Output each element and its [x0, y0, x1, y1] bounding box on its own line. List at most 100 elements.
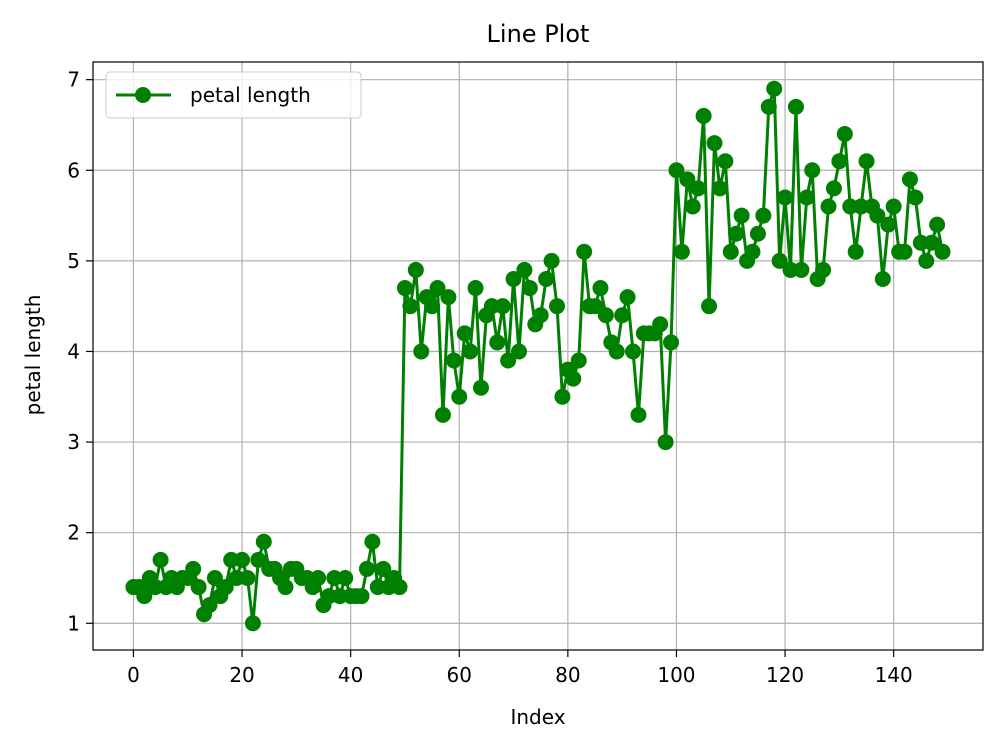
- data-point: [787, 98, 804, 115]
- data-point: [244, 615, 261, 632]
- data-point: [815, 261, 832, 278]
- data-point: [847, 243, 864, 260]
- grid-lines: [93, 62, 983, 650]
- data-point: [673, 243, 690, 260]
- data-point: [277, 579, 294, 596]
- data-point: [706, 135, 723, 152]
- data-point: [462, 343, 479, 360]
- data-point: [695, 107, 712, 124]
- data-point: [456, 325, 473, 342]
- data-point: [554, 388, 571, 405]
- data-point: [255, 533, 272, 550]
- data-point: [234, 551, 251, 568]
- data-point: [494, 298, 511, 315]
- data-point: [657, 434, 674, 451]
- x-tick-label: 140: [875, 663, 913, 687]
- y-tick-label: 3: [67, 430, 80, 454]
- data-point: [744, 243, 761, 260]
- data-point: [543, 252, 560, 269]
- x-tick-label: 120: [766, 663, 804, 687]
- data-point: [858, 153, 875, 170]
- x-tick-label: 60: [447, 663, 472, 687]
- data-point: [777, 189, 794, 206]
- y-tick-label: 2: [67, 521, 80, 545]
- x-tick-label: 100: [657, 663, 695, 687]
- data-point: [755, 207, 772, 224]
- data-point: [239, 569, 256, 586]
- data-point: [516, 261, 533, 278]
- data-point: [923, 234, 940, 251]
- data-point: [396, 280, 413, 297]
- data-point: [152, 551, 169, 568]
- data-point: [896, 243, 913, 260]
- legend-label: petal length: [190, 83, 311, 107]
- data-point: [728, 225, 745, 242]
- data-point: [424, 298, 441, 315]
- x-axis-label: Index: [510, 705, 565, 729]
- data-point: [717, 153, 734, 170]
- data-point: [440, 289, 457, 306]
- y-tick-label: 4: [67, 339, 80, 363]
- data-point: [874, 270, 891, 287]
- data-point: [407, 261, 424, 278]
- y-tick-label: 5: [67, 249, 80, 273]
- data-point: [825, 180, 842, 197]
- y-tick-label: 7: [67, 68, 80, 92]
- data-point: [353, 588, 370, 605]
- data-point: [592, 280, 609, 297]
- data-point: [364, 533, 381, 550]
- data-point: [434, 406, 451, 423]
- y-axis-label: petal length: [21, 295, 45, 416]
- data-point: [749, 225, 766, 242]
- data-point: [549, 298, 566, 315]
- data-point: [445, 352, 462, 369]
- data-point: [625, 343, 642, 360]
- data-point: [467, 280, 484, 297]
- data-point: [429, 280, 446, 297]
- data-point: [907, 189, 924, 206]
- x-tick-label: 20: [229, 663, 254, 687]
- data-point: [391, 579, 408, 596]
- data-point: [885, 198, 902, 215]
- data-point: [190, 579, 207, 596]
- data-point: [668, 162, 685, 179]
- data-point: [337, 569, 354, 586]
- data-point: [472, 379, 489, 396]
- series-layer: [125, 80, 951, 632]
- plot-frame: [92, 61, 984, 651]
- data-point: [451, 388, 468, 405]
- data-point: [413, 343, 430, 360]
- data-point: [711, 180, 728, 197]
- data-point: [521, 280, 538, 297]
- data-point: [760, 98, 777, 115]
- data-point: [614, 307, 631, 324]
- data-point: [608, 343, 625, 360]
- y-tick-label: 1: [67, 611, 80, 635]
- data-point: [597, 307, 614, 324]
- data-point: [701, 298, 718, 315]
- data-point: [201, 597, 218, 614]
- data-point: [532, 307, 549, 324]
- data-point: [798, 189, 815, 206]
- data-point: [918, 252, 935, 269]
- data-point: [489, 334, 506, 351]
- data-point: [217, 579, 234, 596]
- data-point: [185, 560, 202, 577]
- x-axis-ticks: 0 20 40 60 80 100 120 140: [127, 650, 913, 687]
- data-point: [500, 352, 517, 369]
- data-point: [310, 569, 327, 586]
- data-point: [652, 316, 669, 333]
- legend-marker-swatch: [135, 87, 151, 103]
- data-point: [619, 289, 636, 306]
- data-point: [402, 298, 419, 315]
- data-point: [587, 298, 604, 315]
- y-tick-label: 6: [67, 158, 80, 182]
- data-point: [630, 406, 647, 423]
- data-point: [679, 171, 696, 188]
- data-point: [576, 243, 593, 260]
- data-point: [722, 243, 739, 260]
- data-point: [880, 216, 897, 233]
- data-point: [505, 270, 522, 287]
- data-point: [836, 126, 853, 143]
